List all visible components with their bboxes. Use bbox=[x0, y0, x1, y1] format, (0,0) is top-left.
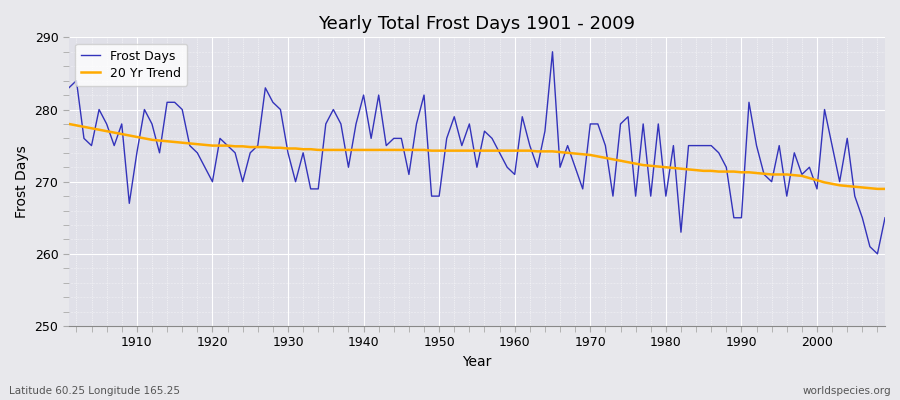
20 Yr Trend bbox=[509, 148, 520, 153]
20 Yr Trend bbox=[879, 186, 890, 191]
20 Yr Trend bbox=[600, 156, 611, 160]
20 Yr Trend bbox=[124, 133, 135, 138]
20 Yr Trend bbox=[336, 148, 346, 152]
Y-axis label: Frost Days: Frost Days bbox=[15, 145, 29, 218]
Frost Days bbox=[290, 179, 301, 184]
Legend: Frost Days, 20 Yr Trend: Frost Days, 20 Yr Trend bbox=[75, 44, 187, 86]
Frost Days bbox=[879, 215, 890, 220]
20 Yr Trend bbox=[872, 186, 883, 191]
Title: Yearly Total Frost Days 1901 - 2009: Yearly Total Frost Days 1901 - 2009 bbox=[319, 15, 635, 33]
Line: 20 Yr Trend: 20 Yr Trend bbox=[68, 124, 885, 189]
20 Yr Trend bbox=[502, 148, 513, 153]
Frost Days bbox=[336, 122, 346, 126]
Text: worldspecies.org: worldspecies.org bbox=[803, 386, 891, 396]
X-axis label: Year: Year bbox=[463, 355, 491, 369]
Text: Latitude 60.25 Longitude 165.25: Latitude 60.25 Longitude 165.25 bbox=[9, 386, 180, 396]
20 Yr Trend bbox=[290, 146, 301, 151]
Frost Days bbox=[608, 194, 618, 198]
Frost Days bbox=[872, 252, 883, 256]
Line: Frost Days: Frost Days bbox=[68, 52, 885, 254]
20 Yr Trend bbox=[63, 122, 74, 126]
Frost Days bbox=[547, 49, 558, 54]
Frost Days bbox=[63, 86, 74, 90]
Frost Days bbox=[509, 172, 520, 177]
Frost Days bbox=[124, 201, 135, 206]
Frost Days bbox=[502, 165, 513, 170]
